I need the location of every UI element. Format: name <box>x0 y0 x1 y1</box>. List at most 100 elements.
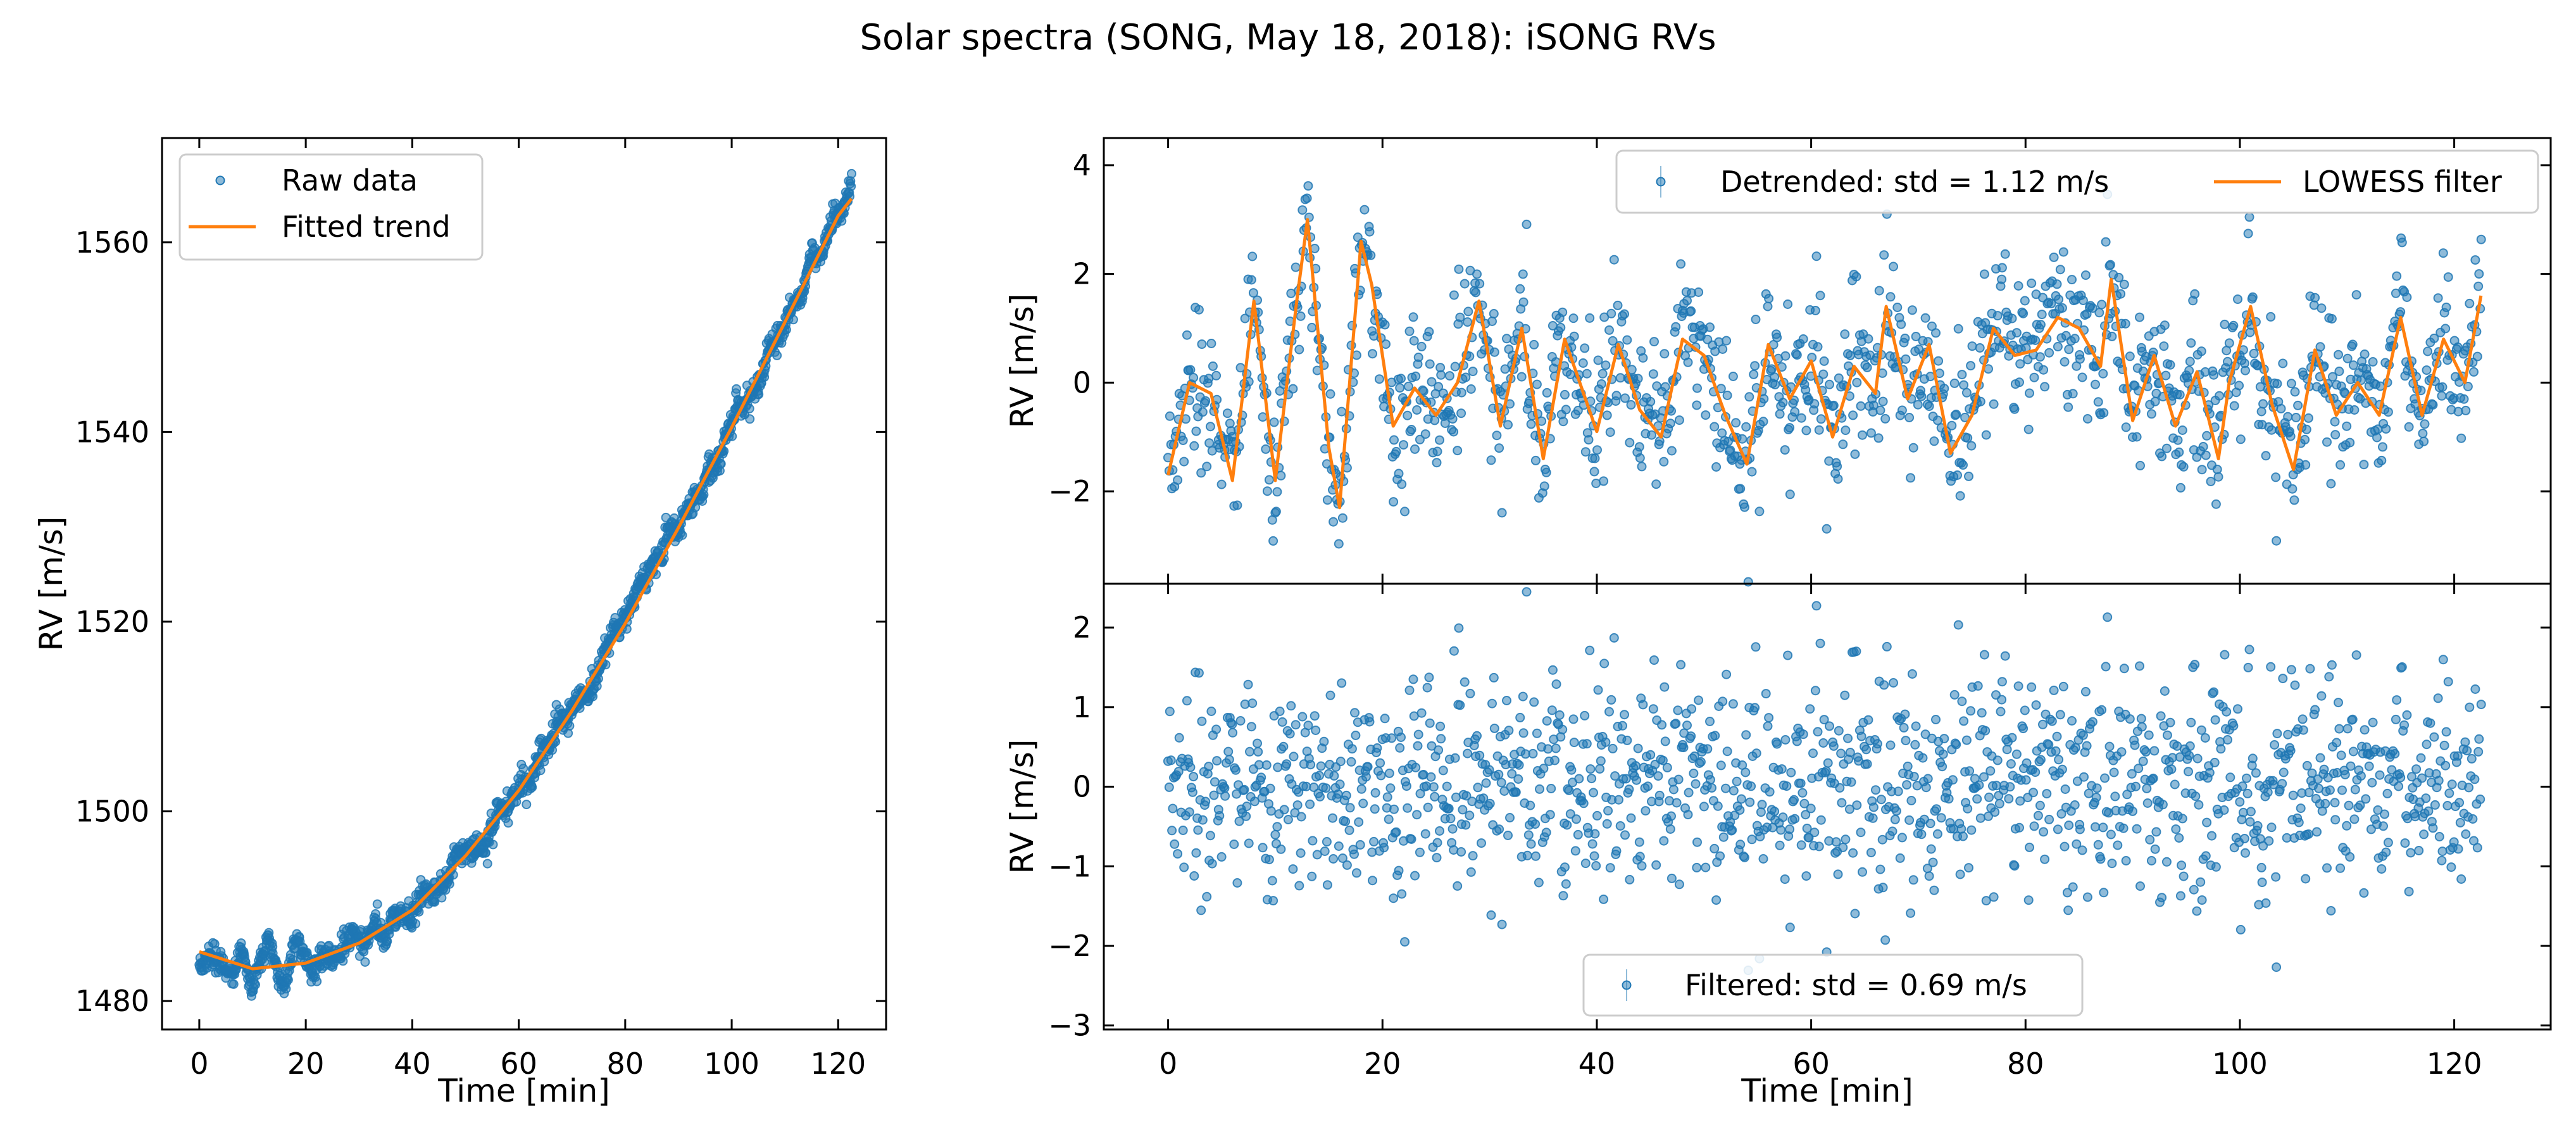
raw-data-point <box>846 181 856 191</box>
filtered-point <box>1966 706 1976 716</box>
detrended-point <box>1701 410 1711 420</box>
detrended-point <box>2301 424 2311 434</box>
detrended-ytick-label: 0 <box>1073 365 1091 400</box>
detrended-point <box>1997 274 2007 284</box>
detrended-point <box>1560 389 1570 400</box>
filtered-point <box>2361 794 2371 804</box>
filtered-point <box>1568 714 1579 724</box>
filtered-point <box>2342 821 2352 831</box>
filtered-point <box>1170 839 1180 849</box>
filtered-point <box>1494 769 1504 779</box>
filtered-point <box>1513 774 1523 784</box>
detrended-point <box>1486 455 1496 465</box>
filtered-point <box>1703 744 1713 754</box>
filtered-point <box>1554 710 1565 720</box>
detrended-point <box>2381 424 2391 434</box>
filtered-point <box>2377 864 2387 874</box>
filtered-point <box>1481 778 1491 788</box>
filtered-point <box>1432 838 1442 848</box>
filtered-point <box>2364 761 2374 771</box>
filtered-point <box>2447 779 2457 790</box>
filtered-point <box>1404 685 1415 695</box>
filtered-point <box>1229 840 1239 849</box>
filtered-point <box>1165 707 1175 717</box>
filtered-point <box>2421 793 2431 803</box>
detrended-point <box>1440 418 1450 428</box>
detrended-point <box>1337 513 1347 523</box>
detrended-point <box>1635 453 1645 463</box>
filtered-point <box>1561 879 1571 889</box>
detrended-point <box>1620 309 1629 319</box>
detrended-point <box>1466 384 1476 394</box>
detrended-point <box>1907 305 1917 315</box>
detrended-point <box>1637 462 1647 472</box>
filtered-point <box>1315 791 1325 802</box>
detrended-point <box>1580 343 1590 353</box>
raw-xtick-label: 80 <box>607 1047 644 1081</box>
filtered-point <box>2184 750 2194 760</box>
filtered-point <box>1322 880 1332 890</box>
filtered-point <box>1267 876 1277 886</box>
filtered-point <box>1341 817 1351 826</box>
filtered-point <box>2033 810 2043 821</box>
detrended-point <box>1989 399 1999 409</box>
filtered-point <box>2177 814 2187 824</box>
filtered-point <box>2441 727 2451 737</box>
filtered-point <box>2272 962 2282 972</box>
filtered-point <box>2110 791 2120 802</box>
detrended-point <box>1646 396 1656 406</box>
filtered-point <box>1351 868 1361 878</box>
detrended-point <box>1666 446 1677 456</box>
filtered-point <box>1699 802 1709 812</box>
filtered-point <box>1168 803 1178 814</box>
detrended-point <box>1874 286 1884 296</box>
filtered-point <box>2242 773 2251 783</box>
filtered-point <box>1416 708 1427 718</box>
filtered-point <box>1906 796 1916 805</box>
filtered-point <box>2460 737 2470 747</box>
filtered-point <box>1944 794 1954 804</box>
detrended-point <box>2077 372 2087 382</box>
filtered-point <box>1560 862 1570 872</box>
detrended-point <box>1502 334 1511 344</box>
detrended-point <box>2428 400 2438 410</box>
filtered-point <box>1212 756 1222 766</box>
filtered-point <box>1653 771 1663 781</box>
filtered-point <box>2438 655 2448 665</box>
detrended-point <box>1471 287 1481 298</box>
raw-data-point <box>228 979 239 989</box>
filtered-point <box>1756 807 1766 817</box>
detrended-point <box>1975 343 1985 353</box>
filtered-point <box>2419 829 2429 840</box>
detrended-point <box>2258 399 2268 409</box>
detrended-point <box>2067 275 2077 285</box>
detrended-point <box>2291 413 2301 422</box>
detrended-point <box>1380 320 1390 330</box>
raw-data-point <box>593 674 603 684</box>
filtered-point <box>2470 774 2480 784</box>
filtered-point <box>2201 851 2211 861</box>
filtered-point <box>1455 700 1465 710</box>
filtered-point <box>2128 806 2137 816</box>
filtered-point <box>1838 843 1848 852</box>
filtered-point <box>1903 761 1913 771</box>
filtered-point <box>2455 817 2465 828</box>
detrended-point <box>1337 406 1347 417</box>
detrended-point <box>1368 349 1377 359</box>
filtered-point <box>1258 843 1268 853</box>
detrended-point <box>2418 429 2428 439</box>
filtered-point <box>2351 650 2361 660</box>
detrended-point <box>2335 460 2346 470</box>
filtered-point <box>2177 860 2187 871</box>
filtered-xtick-label: 40 <box>1579 1047 1616 1081</box>
filtered-point <box>1335 757 1346 767</box>
detrended-point <box>1530 455 1541 465</box>
detrended-point <box>1822 524 1832 534</box>
filtered-point <box>1676 660 1686 670</box>
detrended-point <box>2116 289 2126 299</box>
detrended-point <box>2196 346 2206 356</box>
detrended-point <box>1785 489 1795 500</box>
detrended-point <box>1432 458 1442 468</box>
filtered-point <box>1683 810 1693 820</box>
detrended-point <box>1744 392 1754 402</box>
